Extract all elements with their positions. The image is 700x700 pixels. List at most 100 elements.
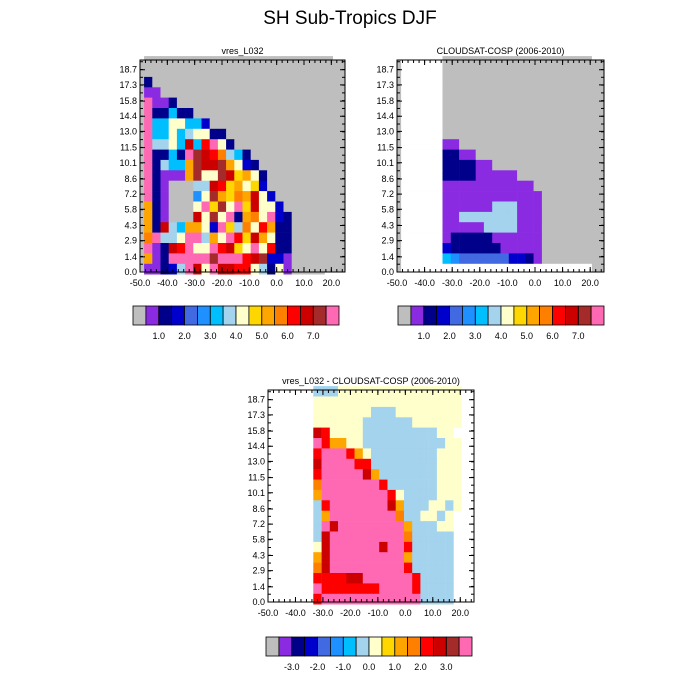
heatmap-cell: [217, 139, 227, 150]
heatmap-cell: [541, 118, 551, 130]
heatmap-cell: [420, 562, 429, 574]
heatmap-cell: [508, 118, 518, 130]
heatmap-cell: [217, 87, 227, 98]
heatmap-cell: [409, 76, 418, 88]
heatmap-cell: [450, 128, 460, 140]
heatmap-cell: [275, 66, 284, 78]
heatmap-cell: [517, 97, 526, 109]
heatmap-cell: [445, 406, 454, 418]
heatmap-cell: [445, 448, 454, 460]
heatmap-cell: [291, 263, 301, 275]
heatmap-cell: [371, 479, 380, 491]
heatmap-cell: [288, 406, 298, 418]
heatmap-cell: [234, 87, 243, 98]
y-tick-label: 11.5: [248, 473, 265, 483]
heatmap-cell: [533, 56, 543, 67]
heatmap-cell: [308, 232, 317, 244]
heatmap-cell: [541, 66, 551, 78]
heatmap-cell: [475, 191, 485, 202]
heatmap-cell: [193, 243, 202, 254]
heatmap-cell: [209, 243, 219, 254]
heatmap-cell: [404, 583, 413, 595]
heatmap-cell: [226, 253, 235, 265]
heatmap-cell: [258, 243, 268, 254]
y-tick-label: 5.8: [381, 204, 394, 214]
heatmap-cell: [275, 180, 284, 192]
heatmap-cell: [234, 253, 243, 265]
heatmap-cell: [475, 108, 485, 119]
heatmap-cell: [258, 56, 268, 67]
heatmap-cell: [280, 500, 289, 511]
colorbar-swatch: [500, 305, 515, 326]
heatmap-cell: [305, 573, 314, 584]
heatmap-cell: [324, 159, 333, 171]
heatmap-cell: [291, 97, 301, 109]
heatmap-cell: [209, 170, 219, 181]
heatmap-cell: [283, 108, 292, 119]
heatmap-cell: [445, 479, 454, 491]
heatmap-cell: [550, 243, 559, 254]
heatmap-cell: [168, 118, 178, 130]
heatmap-cell: [436, 438, 446, 449]
heatmap-cell: [329, 469, 339, 480]
heatmap-cell: [346, 531, 355, 543]
heatmap-cell: [541, 180, 551, 192]
heatmap-cell: [459, 232, 468, 244]
heatmap-cell: [417, 149, 427, 161]
heatmap-cell: [426, 97, 435, 109]
y-tick-label: 15.8: [376, 96, 394, 106]
colorbar-swatch: [474, 305, 489, 326]
heatmap-cell: [346, 396, 355, 408]
colorbar-label: -2.0: [310, 662, 326, 672]
heatmap-cell: [280, 489, 289, 501]
heatmap-cell: [209, 139, 219, 150]
heatmap-cell: [288, 583, 298, 595]
heatmap-cell: [434, 191, 443, 202]
heatmap-cell: [176, 191, 186, 202]
heatmap-cell: [558, 128, 568, 140]
heatmap-cell: [404, 406, 413, 418]
heatmap-cell: [316, 118, 325, 130]
heatmap-cell: [185, 191, 194, 202]
heatmap-cell: [412, 458, 421, 470]
heatmap-cell: [321, 521, 331, 532]
heatmap-cell: [201, 159, 210, 171]
heatmap-cell: [313, 417, 322, 428]
heatmap-cell: [362, 521, 372, 532]
heatmap-cell: [583, 243, 592, 254]
heatmap-cell: [176, 159, 186, 171]
heatmap-cell: [459, 170, 468, 181]
heatmap-cell: [267, 191, 276, 202]
heatmap-cell: [417, 222, 427, 233]
colorbar-swatch: [329, 636, 344, 657]
heatmap-cell: [379, 417, 388, 428]
heatmap-cell: [308, 191, 317, 202]
heatmap-cell: [525, 232, 534, 244]
colorbar-swatch: [513, 305, 528, 326]
heatmap-cell: [500, 263, 510, 275]
heatmap-cell: [185, 222, 194, 233]
heatmap-cell: [371, 448, 380, 460]
heatmap-cell: [533, 253, 543, 265]
heatmap-cell: [434, 263, 443, 275]
y-tick-label: 1.4: [252, 582, 265, 592]
heatmap-cell: [321, 541, 331, 553]
heatmap-cell: [475, 118, 485, 130]
heatmap-cell: [508, 191, 518, 202]
heatmap-cell: [160, 170, 169, 181]
heatmap-cell: [434, 180, 443, 192]
heatmap-cell: [258, 66, 268, 78]
heatmap-cell: [250, 159, 260, 171]
heatmap-cell: [508, 128, 518, 140]
heatmap-cell: [329, 396, 339, 408]
heatmap-cell: [379, 521, 388, 532]
heatmap-cell: [313, 427, 322, 439]
heatmap-cell: [533, 76, 543, 88]
heatmap-cell: [217, 222, 227, 233]
y-tick-label: 4.3: [252, 550, 265, 560]
heatmap-cell: [168, 97, 178, 109]
heatmap-cell: [517, 139, 526, 150]
heatmap-cell: [321, 417, 331, 428]
heatmap-cell: [550, 139, 559, 150]
heatmap-cell: [426, 149, 435, 161]
